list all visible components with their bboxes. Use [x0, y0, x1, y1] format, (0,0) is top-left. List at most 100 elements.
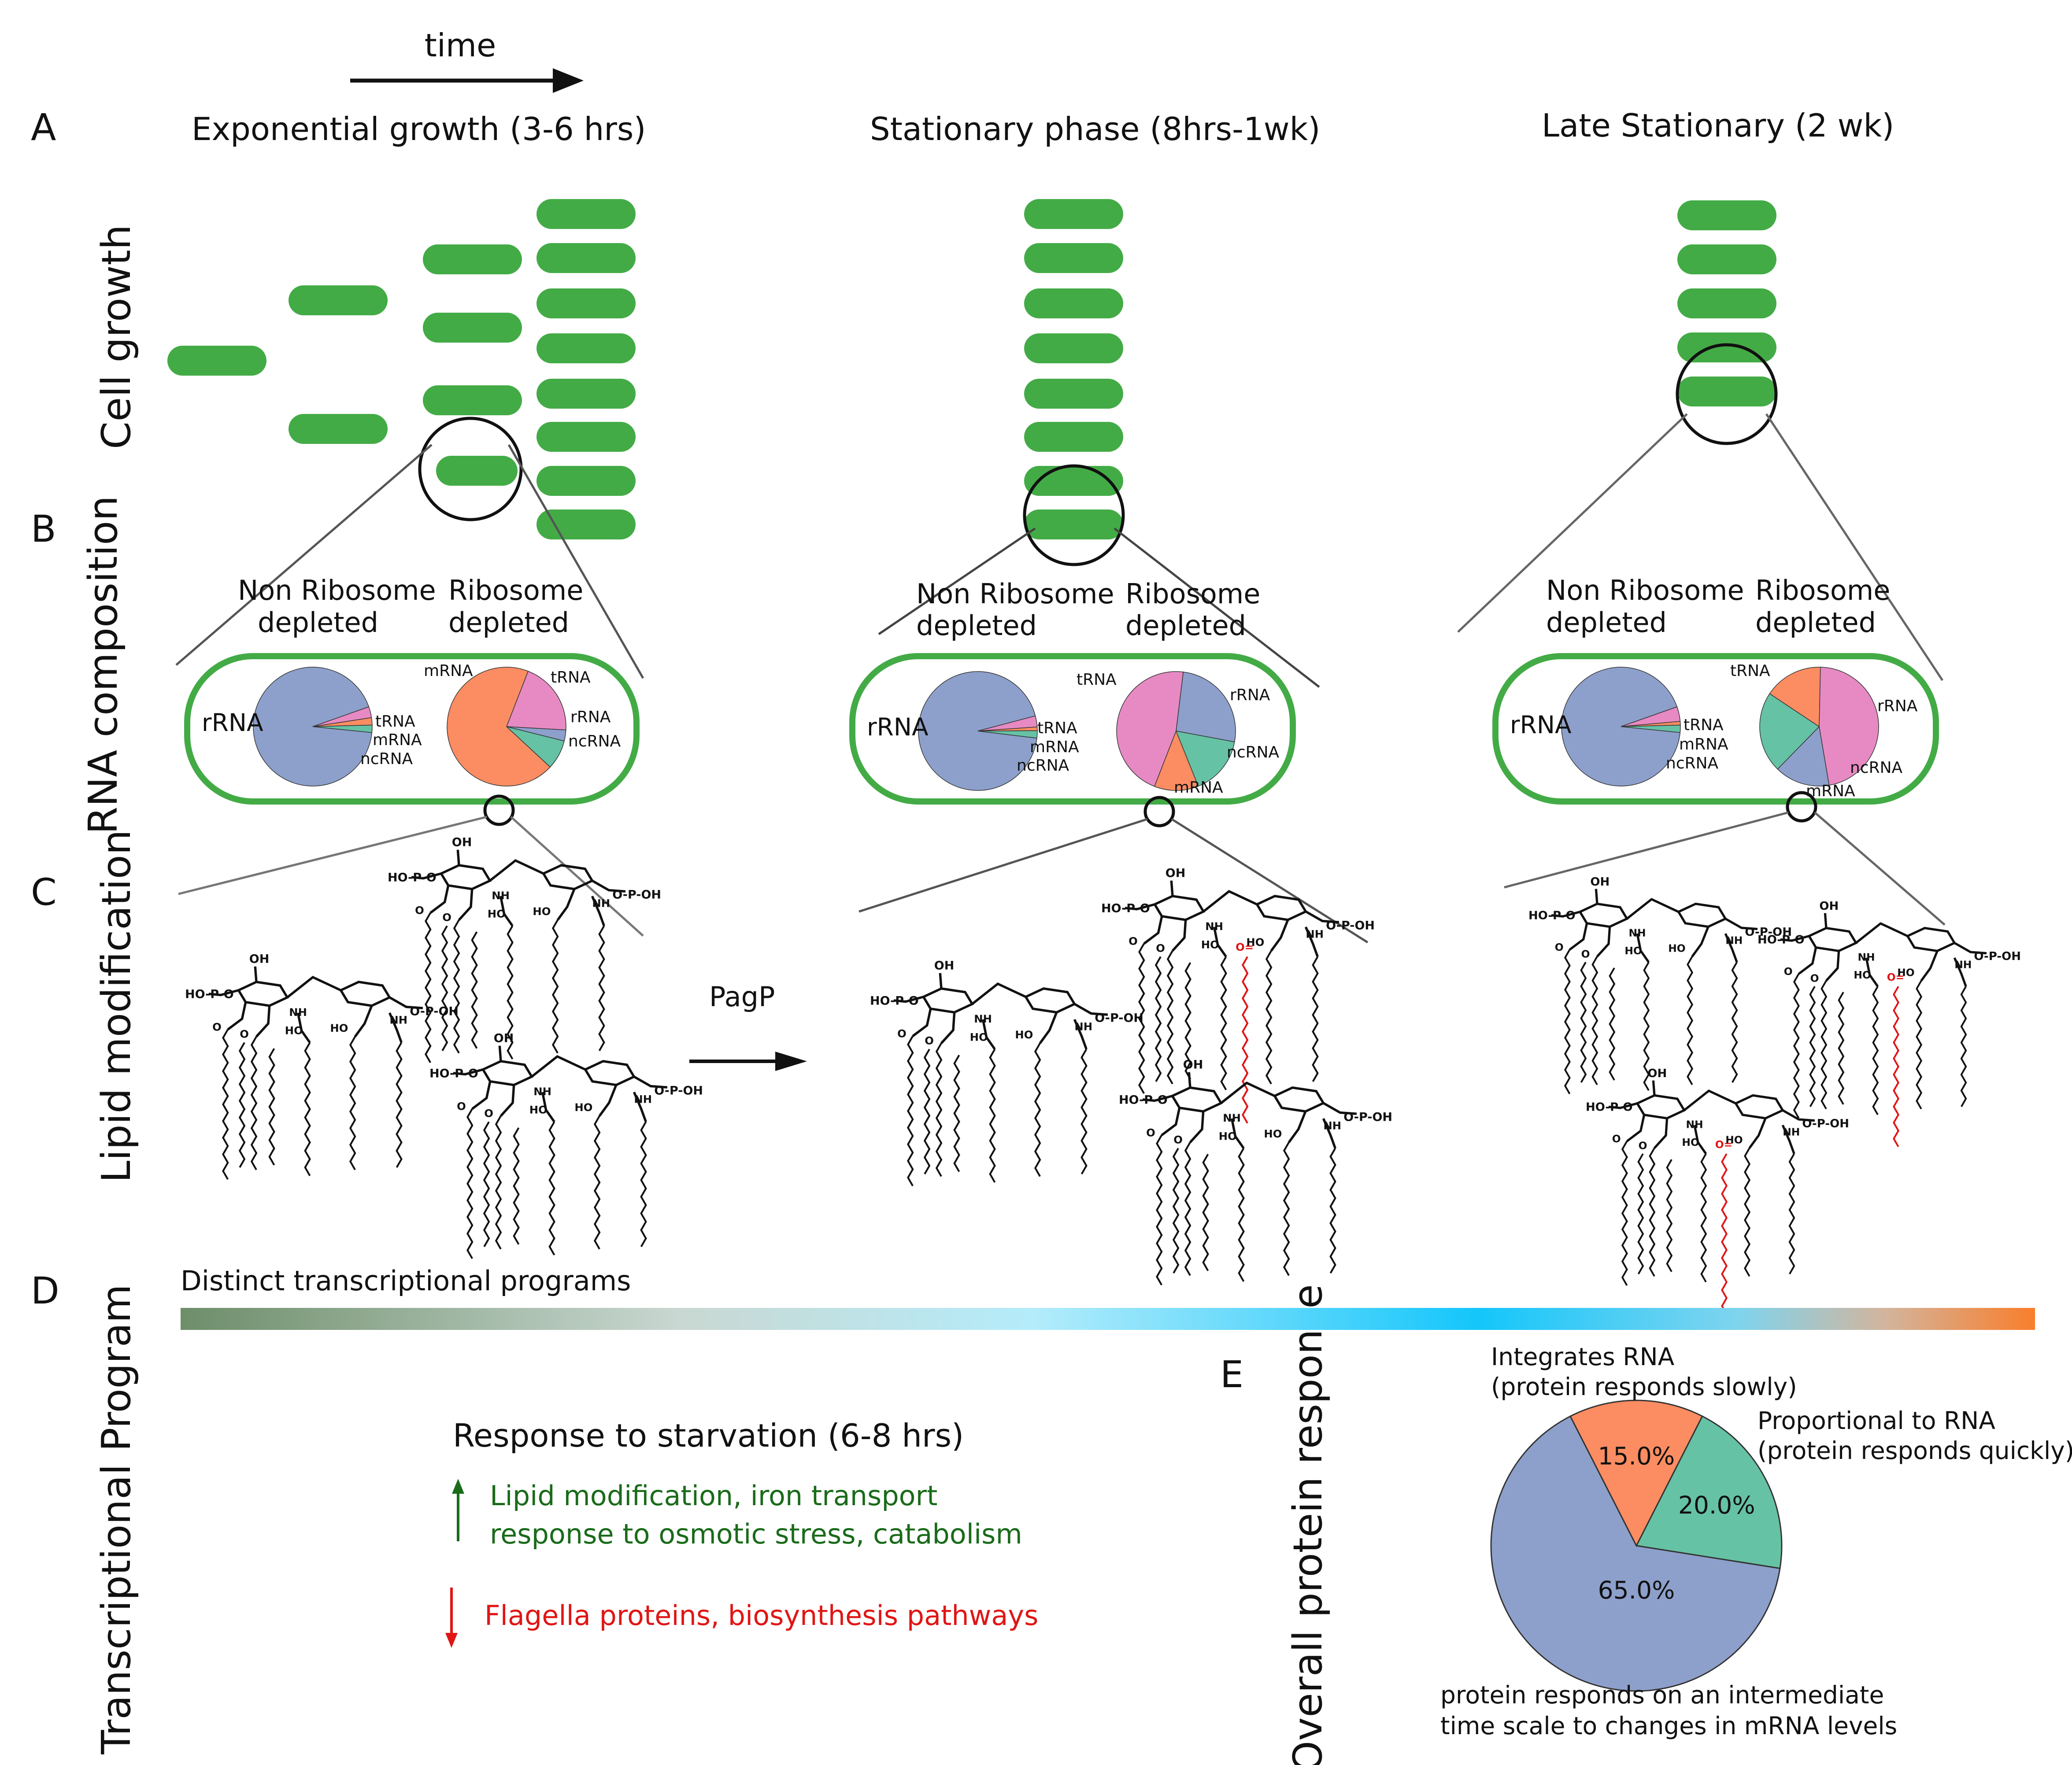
- zoom-circle: [1786, 791, 1817, 823]
- zoom-lines-b-to-c: [178, 791, 1946, 944]
- pie-slice-rrna: [1176, 672, 1236, 742]
- pie-slice-ncrna: [1759, 693, 1820, 770]
- pie-slice-rrna: [1777, 726, 1830, 786]
- cell: [1024, 199, 1123, 229]
- starvation-title: Response to starvation (6-8 hrs): [453, 1417, 964, 1454]
- ribosome-header: depleted: [448, 606, 569, 639]
- upregulated-line-1: Lipid modification, iron transport: [490, 1480, 937, 1512]
- pie-slice-mrna: [1769, 667, 1821, 727]
- cell: [1677, 377, 1776, 406]
- mrna-label: mRNA: [1806, 782, 1855, 800]
- pie-stationary-non-ribosome: [918, 671, 1038, 791]
- mrna-label: mRNA: [1030, 738, 1079, 756]
- zoom-circle: [1143, 796, 1175, 827]
- pie-late-stationary-non-ribosome: [1561, 667, 1681, 786]
- rrna-label: rRNA: [1230, 686, 1270, 704]
- trna-label: tRNA: [1684, 716, 1724, 734]
- non-ribosome-header: depleted: [916, 609, 1037, 642]
- phase-title-late-stationary: Late Stationary (2 wk): [1542, 107, 1894, 144]
- row-label-transcriptional-program: Transcriptional Program: [93, 1284, 140, 1754]
- trna-label: tRNA: [375, 713, 415, 731]
- rrna-label: rRNA: [570, 708, 611, 726]
- zoom-circle: [1023, 464, 1125, 566]
- ncrna-label: ncRNA: [360, 750, 413, 768]
- cell: [1024, 288, 1123, 318]
- rna-headers-exponential: Non Ribosome depleted Ribosome depleted: [238, 574, 583, 639]
- ncrna-label: ncRNA: [568, 732, 621, 750]
- lipid-a-molecule: [429, 1032, 703, 1259]
- pie-exponential-non-ribosome: [253, 667, 373, 786]
- lipid-a-molecule: [1528, 875, 1792, 1094]
- cell: [536, 422, 636, 452]
- pie-slice-ncrna: [977, 730, 1038, 738]
- ncrna-label: ncRNA: [1017, 757, 1069, 775]
- cell: [536, 379, 636, 409]
- time-arrow-head: [553, 68, 584, 93]
- cell: [536, 333, 636, 363]
- ribosome-header: depleted: [1755, 606, 1876, 639]
- pie-late-stationary-ribosome: [1759, 667, 1879, 786]
- phase-title-exponential: Exponential growth (3-6 hrs): [192, 111, 646, 148]
- cell: [423, 244, 522, 274]
- pie-slice-trna: [1819, 667, 1879, 786]
- cell: [536, 243, 636, 273]
- cell-outline-late-stationary: [1492, 653, 1939, 805]
- up-arrow-head: [452, 1479, 464, 1494]
- lipid-a-molecule: [870, 959, 1143, 1186]
- pie-slice-protein-responds-on-an-intermediate-time-scale: [1490, 1415, 1781, 1692]
- rna-headers-stationary: Non Ribosome depleted Ribosome depleted: [916, 578, 1260, 642]
- gradient-label: Distinct transcriptional programs: [181, 1265, 631, 1297]
- pie-slice-ncrna: [312, 724, 373, 733]
- cell-growth-late-stationary: [1677, 200, 1776, 406]
- zoom-circle: [418, 417, 523, 521]
- cell: [1024, 333, 1123, 363]
- transcription-gradient-bar: [181, 1308, 2035, 1330]
- row-label-overall-protein-response: Overall protein response: [1285, 1284, 1331, 1765]
- pie-overall-protein-response: 20.0% 65.0% 15.0%: [1490, 1399, 1783, 1692]
- downregulated-line-1: Flagella proteins, biosynthesis pathways: [485, 1599, 1038, 1632]
- intermediate-label-1: protein responds on an intermediate: [1440, 1681, 1884, 1709]
- cell: [536, 288, 636, 318]
- non-ribosome-header: Non Ribosome: [238, 574, 436, 606]
- pie-value-label: 15.0%: [1598, 1442, 1675, 1470]
- row-label-rna-composition: RNA composition: [80, 496, 126, 834]
- proportional-label-1: Proportional to RNA: [1758, 1407, 1995, 1435]
- pie-slice-integrates-rna: [1569, 1399, 1703, 1547]
- cell: [536, 466, 636, 496]
- integrates-label-1: Integrates RNA: [1491, 1343, 1675, 1371]
- ncrna-label: ncRNA: [1850, 759, 1903, 777]
- non-ribosome-header: Non Ribosome: [916, 578, 1114, 610]
- panel-letter-a: A: [31, 106, 56, 149]
- trna-label: tRNA: [1077, 671, 1117, 689]
- ribosome-header: Ribosome: [448, 574, 583, 606]
- row-label-lipid-modification: Lipid modification: [93, 830, 140, 1183]
- panel-letter-c: C: [31, 871, 57, 914]
- cell: [1677, 200, 1776, 230]
- cell-growth-stationary: [1024, 199, 1123, 539]
- pie-slice-ncrna: [1621, 724, 1681, 733]
- trna-label: tRNA: [1730, 662, 1770, 680]
- trna-label: tRNA: [551, 668, 591, 687]
- pie-slice-trna: [1116, 671, 1184, 787]
- pie-labels-exponential: rRNA tRNA mRNA ncRNA mRNA tRNA rRNA ncRN…: [202, 662, 621, 768]
- cell: [536, 199, 636, 229]
- pie-exponential-ribosome: [447, 667, 566, 786]
- pie-slice-mrna: [1154, 730, 1199, 791]
- cell: [436, 456, 518, 486]
- lipid-a-modified-molecule: [1586, 1067, 1849, 1314]
- pie-slice-ncrna: [1175, 731, 1235, 787]
- cell: [289, 285, 388, 315]
- mrna-label: mRNA: [373, 731, 422, 749]
- pie-slice-mrna: [447, 667, 551, 786]
- ribosome-header: depleted: [1125, 609, 1246, 642]
- pie-slice-rrna: [918, 671, 1037, 791]
- rrna-label: rRNA: [202, 709, 263, 737]
- non-ribosome-header: depleted: [258, 606, 378, 639]
- cell-growth-exponential: [167, 199, 636, 539]
- cell-outline-stationary: [849, 653, 1296, 805]
- pie-labels-stationary: rRNA tRNA mRNA ncRNA tRNA rRNA ncRNA mRN…: [867, 671, 1280, 797]
- lipid-a-molecule: [185, 953, 459, 1179]
- pie-slice-rrna: [253, 667, 373, 786]
- cell-outline-exponential: [184, 653, 640, 805]
